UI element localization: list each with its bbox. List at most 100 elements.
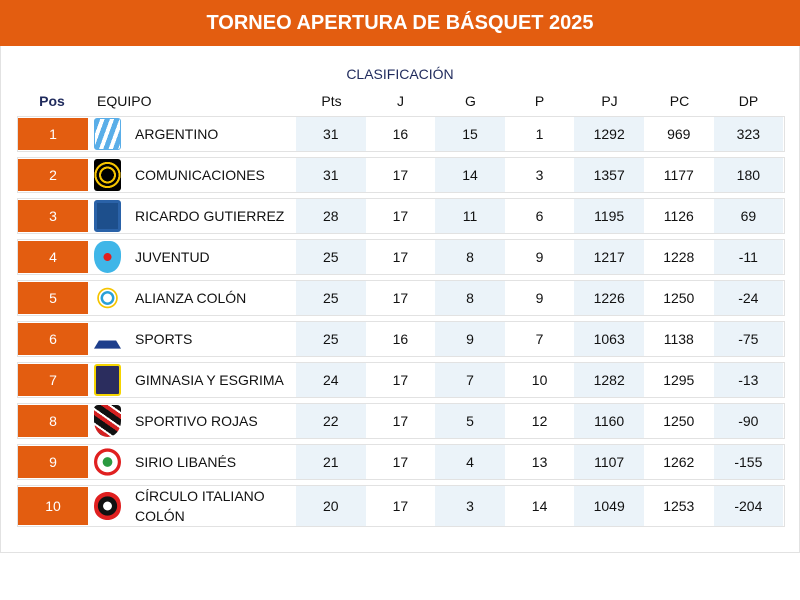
team-name: CÍRCULO ITALIANO COLÓN — [135, 488, 265, 524]
team-logo-cell — [88, 486, 127, 526]
team-name: ALIANZA COLÓN — [135, 290, 247, 306]
team-logo-cell — [88, 363, 127, 397]
pj-cell: 1282 — [574, 363, 644, 397]
j-cell: 17 — [392, 249, 409, 265]
position-cell: 6 — [18, 323, 88, 355]
position-cell: 2 — [18, 159, 88, 191]
team-name: SIRIO LIBANÉS — [135, 454, 237, 470]
g-cell: 8 — [435, 240, 505, 274]
g-cell: 15 — [435, 117, 505, 151]
pj-cell: 1049 — [574, 486, 644, 526]
team-logo-cell — [88, 322, 127, 356]
pts-cell: 20 — [296, 486, 366, 526]
j-cell: 17 — [392, 454, 409, 470]
comunicaciones-crest-icon — [94, 159, 121, 191]
position-cell: 1 — [18, 118, 88, 150]
pj-cell: 1063 — [574, 322, 644, 356]
pc-cell: 1250 — [663, 413, 695, 429]
g-cell: 5 — [435, 404, 505, 438]
position-cell: 4 — [18, 241, 88, 273]
pj-cell: 1226 — [574, 281, 644, 315]
position-cell: 10 — [18, 487, 88, 525]
p-cell: 12 — [531, 413, 548, 429]
j-cell: 16 — [392, 331, 409, 347]
team-name: SPORTS — [135, 331, 193, 347]
pc-cell: 1228 — [663, 249, 695, 265]
pc-cell: 1250 — [663, 290, 695, 306]
g-cell: 4 — [435, 445, 505, 479]
ricardo-gutierrez-crest-icon — [94, 200, 121, 232]
g-cell: 3 — [435, 486, 505, 526]
circulo-italiano-crest-icon — [94, 490, 121, 522]
pts-cell: 28 — [296, 199, 366, 233]
dp-cell: -204 — [713, 486, 784, 526]
table-row: 2 COMUNICACIONES 31 17 14 3 1357 1177 180 — [17, 157, 785, 193]
col-team: EQUIPO — [97, 93, 152, 109]
sportivo-rojas-crest-icon — [94, 405, 121, 437]
col-pts: Pts — [321, 93, 342, 109]
pts-cell: 25 — [296, 322, 366, 356]
g-cell: 8 — [435, 281, 505, 315]
team-logo-cell — [88, 445, 127, 479]
pc-cell: 1177 — [663, 167, 694, 183]
table-row: 7 GIMNASIA Y ESGRIMA 24 17 7 10 1282 1295 -13 — [17, 362, 785, 398]
team-logo-cell — [88, 117, 127, 151]
table-row: 6 SPORTS 25 16 9 7 1063 1138 -75 — [17, 321, 785, 357]
argentino-crest-icon — [94, 118, 121, 150]
pj-cell: 1357 — [574, 158, 644, 192]
team-logo-cell — [88, 404, 127, 438]
pc-cell: 1262 — [663, 454, 695, 470]
dp-cell: -90 — [713, 404, 784, 438]
team-name: GIMNASIA Y ESGRIMA — [135, 372, 284, 388]
g-cell: 7 — [435, 363, 505, 397]
p-cell: 7 — [535, 331, 544, 347]
page-header: TORNEO APERTURA DE BÁSQUET 2025 — [0, 0, 800, 46]
j-cell: 17 — [392, 290, 409, 306]
team-logo-cell — [88, 281, 127, 315]
dp-cell: -24 — [713, 281, 784, 315]
sirio-libanes-crest-icon — [94, 446, 121, 478]
dp-cell: 69 — [713, 199, 784, 233]
team-name: RICARDO GUTIERREZ — [135, 208, 285, 224]
dp-cell: 323 — [713, 117, 784, 151]
position-cell: 9 — [18, 446, 88, 478]
pc-cell: 969 — [667, 126, 691, 142]
j-cell: 17 — [392, 208, 409, 224]
alianza-colon-crest-icon — [94, 282, 121, 314]
dp-cell: 180 — [713, 158, 784, 192]
j-cell: 16 — [392, 126, 409, 142]
team-logo-cell — [88, 240, 127, 274]
table-row: 8 SPORTIVO ROJAS 22 17 5 12 1160 1250 -90 — [17, 403, 785, 439]
col-g: G — [465, 93, 476, 109]
team-name: COMUNICACIONES — [135, 167, 265, 183]
p-cell: 1 — [535, 126, 544, 142]
p-cell: 3 — [535, 167, 544, 183]
col-pos: Pos — [39, 93, 65, 109]
p-cell: 6 — [535, 208, 544, 224]
pts-cell: 24 — [296, 363, 366, 397]
dp-cell: -13 — [713, 363, 784, 397]
team-logo-cell — [88, 199, 127, 233]
position-cell: 7 — [18, 364, 88, 396]
pc-cell: 1253 — [663, 498, 695, 514]
pts-cell: 31 — [296, 117, 366, 151]
dp-cell: -155 — [713, 445, 784, 479]
g-cell: 11 — [435, 199, 505, 233]
sports-crest-icon — [94, 326, 121, 349]
j-cell: 17 — [392, 498, 409, 514]
page-title: TORNEO APERTURA DE BÁSQUET 2025 — [206, 11, 594, 34]
team-name: SPORTIVO ROJAS — [135, 413, 258, 429]
table-row: 1 ARGENTINO 31 16 15 1 1292 969 323 — [17, 116, 785, 152]
pts-cell: 22 — [296, 404, 366, 438]
pts-cell: 21 — [296, 445, 366, 479]
col-pc: PC — [669, 93, 690, 109]
j-cell: 17 — [392, 372, 409, 388]
pc-cell: 1126 — [663, 208, 694, 224]
p-cell: 10 — [531, 372, 548, 388]
gimnasia-crest-icon — [94, 364, 121, 396]
col-p: P — [534, 93, 545, 109]
g-cell: 9 — [435, 322, 505, 356]
dp-cell: -75 — [713, 322, 784, 356]
table-row: 5 ALIANZA COLÓN 25 17 8 9 1226 1250 -24 — [17, 280, 785, 316]
pj-cell: 1195 — [574, 199, 644, 233]
